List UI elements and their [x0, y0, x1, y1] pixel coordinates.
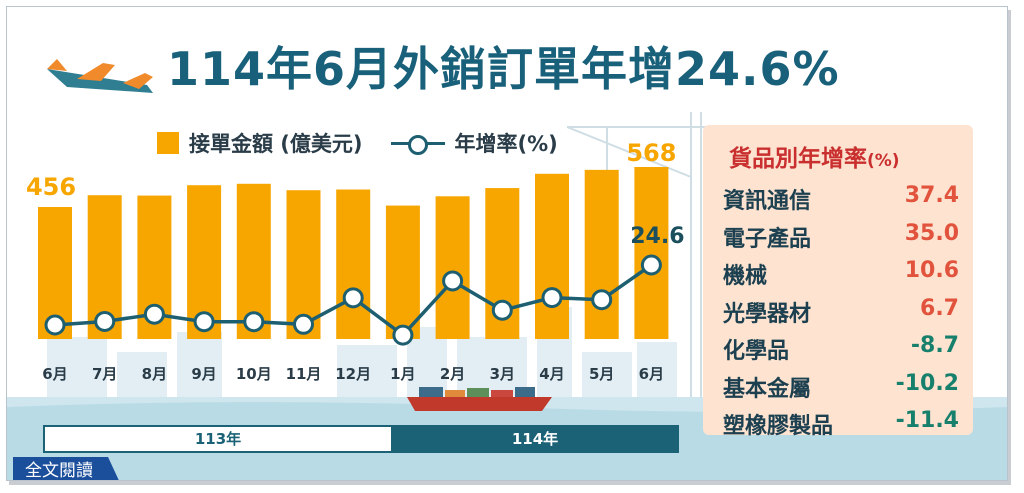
panel-title-unit: (%) [867, 151, 900, 171]
legend-bar-swatch [157, 132, 179, 154]
legend-bar-label: 接單金額 (億美元) [189, 132, 363, 156]
bar-12 [634, 167, 669, 339]
product-name: 塑橡膠製品 [723, 414, 834, 439]
year-band-114: 114年 [391, 425, 679, 453]
product-name: 電子產品 [723, 226, 812, 252]
legend-line-label: 年增率(%) [454, 132, 558, 156]
panel-title-text: 貨品別年增率 [729, 146, 867, 172]
product-name: 化學品 [723, 339, 790, 364]
product-growth-value: 37.4 [904, 183, 959, 208]
read-full-text-button[interactable]: 全文閱讀 [13, 457, 121, 480]
bar-11 [584, 169, 619, 339]
growth-point-9 [491, 299, 513, 321]
product-name: 光學器材 [723, 301, 812, 327]
product-row: 機械 10.6 [723, 258, 959, 292]
legend-line-swatch [390, 132, 445, 155]
x-tick-label-3: 9月 [191, 365, 216, 383]
airplane-icon [47, 59, 153, 93]
panel-title: 貨品別年增率(%) [729, 139, 900, 173]
product-row: 光學器材 6.7 [723, 296, 959, 330]
x-tick-label-7: 1月 [390, 365, 415, 383]
x-tick-label-5: 11月 [286, 365, 322, 383]
city-skyline [47, 307, 677, 397]
product-growth-value: 35.0 [904, 220, 959, 246]
x-tick-label-0: 6月 [42, 365, 67, 383]
growth-point-12 [640, 254, 662, 276]
product-row: 資訊通信 37.4 [723, 183, 959, 217]
product-row: 基本金屬 -10.2 [723, 371, 959, 405]
x-tick-label-8: 2月 [440, 365, 465, 383]
bar-8 [435, 196, 470, 339]
chart-legend: 接單金額 (億美元) 年增率(%) [157, 129, 558, 157]
bar-data-label-first: 456 [26, 173, 76, 201]
growth-point-8 [442, 270, 464, 292]
x-tick-label-9: 3月 [490, 365, 515, 383]
product-row: 塑橡膠製品 -11.4 [723, 408, 959, 442]
product-growth-value: -10.2 [895, 370, 959, 396]
product-name: 資訊通信 [723, 189, 812, 214]
product-row: 電子產品 35.0 [723, 221, 959, 255]
growth-point-1 [94, 310, 116, 332]
x-tick-label-2: 8月 [142, 365, 167, 383]
growth-point-6 [342, 287, 364, 309]
growth-point-3 [193, 311, 215, 333]
bar-data-label-last: 568 [626, 139, 676, 167]
product-growth-value: 6.7 [920, 295, 959, 321]
growth-point-10 [541, 287, 563, 309]
page-title: 114年6月外銷訂單年增24.6% [167, 42, 840, 96]
x-tick-label-12: 6月 [639, 365, 664, 383]
growth-point-4 [243, 311, 265, 333]
growth-point-0 [44, 314, 66, 336]
bar-7 [385, 205, 420, 339]
cargo-ship-icon [407, 387, 552, 411]
growth-point-7 [392, 324, 414, 346]
rate-data-label-last: 24.6 [630, 224, 684, 249]
growth-point-5 [293, 313, 314, 335]
product-name: 機械 [723, 264, 768, 289]
year-band-113: 113年 [43, 425, 393, 453]
x-tick-label-6: 12月 [335, 365, 371, 383]
product-growth-value: -11.4 [895, 408, 959, 433]
product-name: 基本金屬 [723, 376, 812, 402]
crane-icon [566, 112, 707, 402]
product-row: 化學品 -8.7 [723, 333, 959, 367]
bar-10 [535, 173, 569, 339]
bar-6 [336, 189, 371, 339]
x-tick-label-4: 10月 [236, 365, 272, 383]
orders-chart: 6月 7月 8月 9月 10月 11月 12月 1月 2月 3月 4月 5月 6月 456 568 24.6 [26, 139, 685, 383]
infographic-frame: 114年6月外銷訂單年增24.6% 接單金額 (億美元) 年增率(%) 6月 7月… [6, 6, 1008, 481]
product-growth-value: -8.7 [910, 333, 959, 358]
x-tick-label-10: 4月 [539, 365, 564, 383]
growth-point-11 [591, 289, 613, 311]
x-tick-label-1: 7月 [92, 365, 117, 383]
product-growth-panel: 貨品別年增率(%) 資訊通信 37.4 電子產品 35.0 機械 10.6 光學器材 6.7 化… [703, 125, 973, 439]
product-growth-value: 10.6 [904, 258, 959, 283]
growth-point-2 [143, 303, 165, 325]
x-tick-label-11: 5月 [589, 365, 614, 383]
